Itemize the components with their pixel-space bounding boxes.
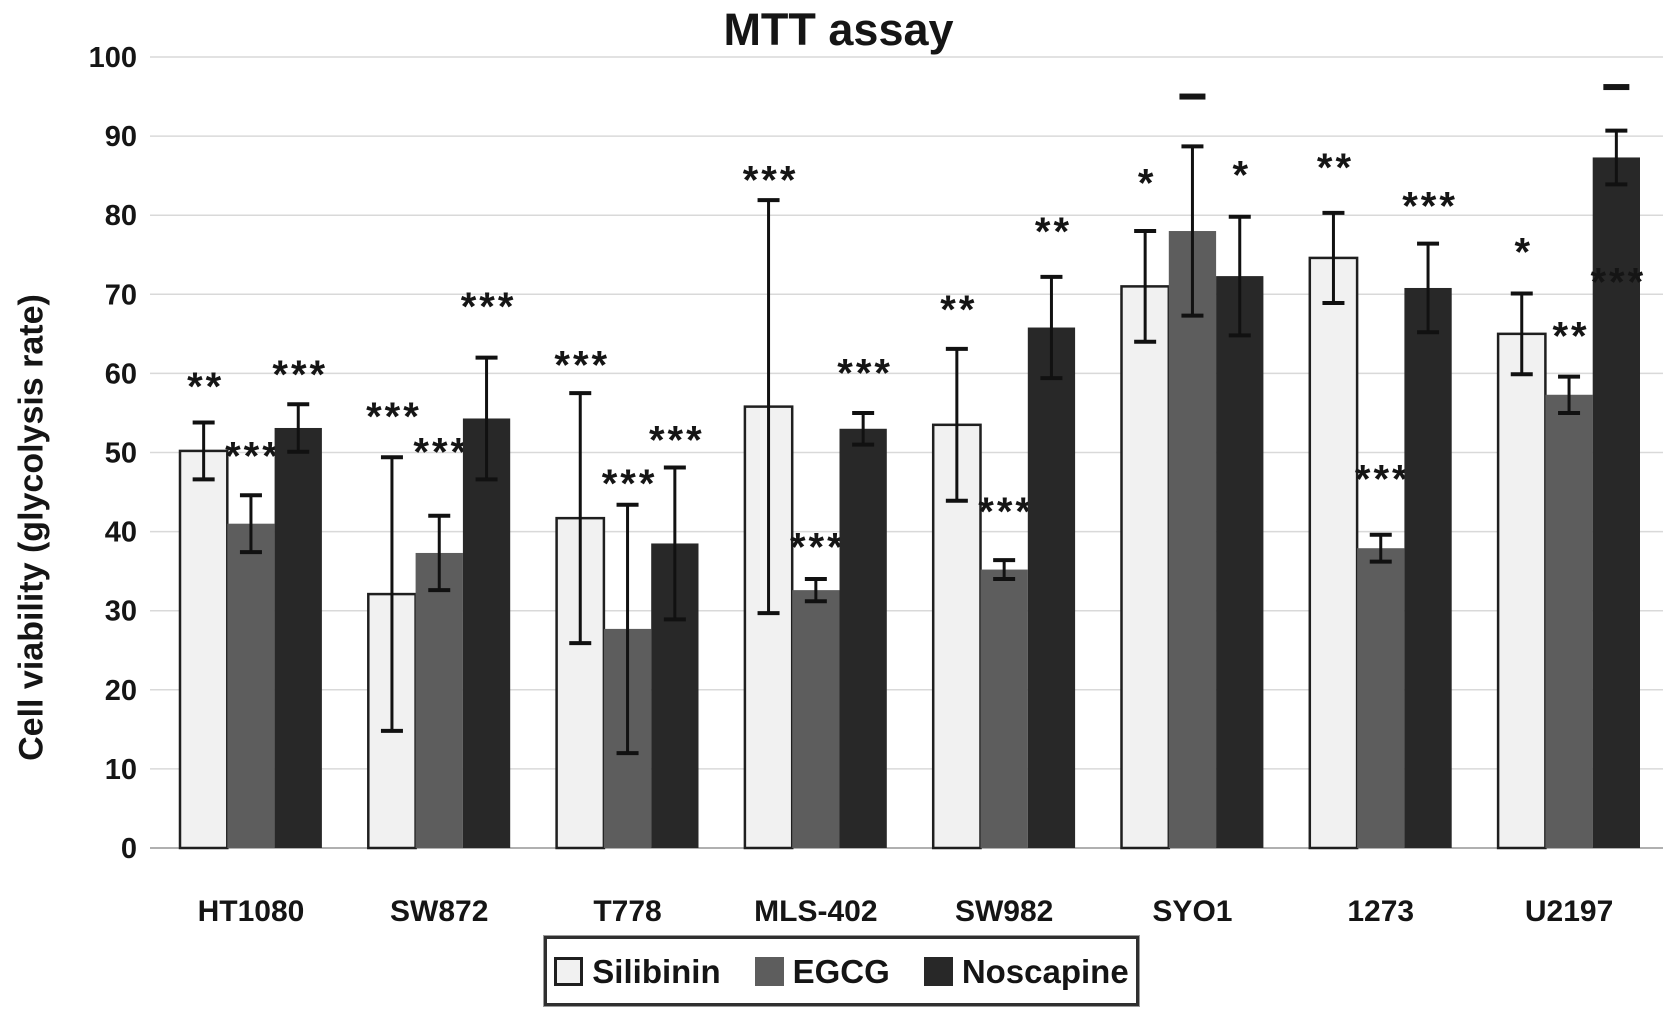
sig-marker-SW872-EGCG: *** [413,431,469,475]
sig-marker-1273-Silibinin: ** [1317,146,1354,190]
sig-marker-SW872-Silibinin: *** [366,395,422,439]
sig-marker-SW872-Noscapine: *** [461,285,517,329]
legend-label-noscapine: Noscapine [961,952,1129,990]
legend-item-noscapine: Noscapine [923,952,1129,990]
x-axis-label-SYO1: SYO1 [1152,895,1232,928]
legend-label-silibinin: Silibinin [592,952,721,990]
y-tick-label-0: 0 [121,833,137,865]
bar-SW872-EGCG [415,552,463,848]
sig-marker-MLS-402-EGCG: *** [790,526,846,570]
bar-MLS-402-EGCG [792,590,840,848]
y-tick-label-60: 60 [105,358,137,390]
x-axis-label-SW982: SW982 [955,895,1053,928]
sig-marker-T778-Silibinin: *** [554,344,610,388]
y-tick-label-20: 20 [105,675,137,707]
bar-U2197-EGCG [1545,394,1593,848]
bar-MLS-402-Noscapine [839,428,887,848]
bar-U2197-Silibinin [1496,332,1547,850]
sig-marker-SYO1-Noscapine: * [1232,154,1251,198]
x-axis-label-HT1080: HT1080 [198,895,305,928]
bar-SW872-Noscapine [462,418,511,848]
legend-item-egcg: EGCG [754,952,890,990]
bar-SYO1-Silibinin [1120,285,1171,850]
bar-SYO1-EGCG [1168,231,1217,848]
y-tick-label-90: 90 [105,121,137,153]
sig-marker-SW982-Noscapine: ** [1035,210,1072,254]
bar-SW982-EGCG [980,569,1028,848]
legend-label-egcg: EGCG [792,952,890,990]
y-tick-label-40: 40 [105,517,137,549]
bar-1273-Silibinin [1308,256,1359,850]
sig-marker-SYO1-Silibinin: * [1138,162,1157,206]
legend-swatch-noscapine [923,956,953,986]
x-axis-label-SW872: SW872 [390,895,488,928]
y-tick-label-70: 70 [105,279,137,311]
x-axis-label-1273: 1273 [1347,895,1414,928]
sig-marker-1273-EGCG: *** [1355,457,1411,501]
bar-SW982-Noscapine [1027,327,1076,849]
sig-marker-overlay-U2197-Noscapine: *** [1590,261,1646,305]
sig-marker-SW982-EGCG: *** [978,490,1034,534]
sig-marker-T778-EGCG: *** [602,462,658,506]
y-tick-label-30: 30 [105,596,137,628]
x-axis-label-T778: T778 [593,895,661,928]
sig-marker-U2197-Silibinin: * [1514,230,1533,274]
sig-marker-1273-Noscapine: *** [1402,185,1458,229]
bar-1273-Noscapine [1404,287,1452,848]
sig-marker-U2197-EGCG: ** [1552,314,1589,358]
x-axis-label-MLS-402: MLS-402 [754,895,877,928]
sig-marker-MLS-402-Noscapine: *** [837,351,893,395]
x-axis-label-U2197: U2197 [1525,895,1613,928]
y-tick-label-80: 80 [105,200,137,232]
bar-U2197-Noscapine [1592,157,1640,848]
bar-1273-EGCG [1357,548,1405,848]
bar-HT1080-EGCG [227,523,275,848]
sig-marker-SW982-Silibinin: ** [940,288,977,332]
chart-title: MTT assay [723,4,954,55]
legend-swatch-silibinin [554,956,584,986]
sig-marker-MLS-402-Silibinin: *** [743,158,799,202]
sig-marker-HT1080-Silibinin: ** [187,365,224,409]
y-tick-label-50: 50 [105,438,137,470]
bar-HT1080-Silibinin [178,449,229,850]
y-tick-label-100: 100 [89,42,137,74]
sig-marker-T778-Noscapine: *** [649,419,705,463]
chart-legend: Silibinin EGCG Noscapine [543,935,1140,1007]
legend-item-silibinin: Silibinin [554,952,721,990]
ns-dash-marker-SYO1-EGCG [1179,93,1206,100]
sig-marker-HT1080-Noscapine: *** [272,353,328,397]
ns-dash-marker-U2197-Noscapine [1603,84,1630,91]
legend-swatch-egcg [754,956,784,986]
sig-marker-HT1080-EGCG: *** [225,435,281,479]
bar-SYO1-Noscapine [1216,276,1264,848]
bar-HT1080-Noscapine [274,427,322,848]
y-tick-label-10: 10 [105,754,137,786]
